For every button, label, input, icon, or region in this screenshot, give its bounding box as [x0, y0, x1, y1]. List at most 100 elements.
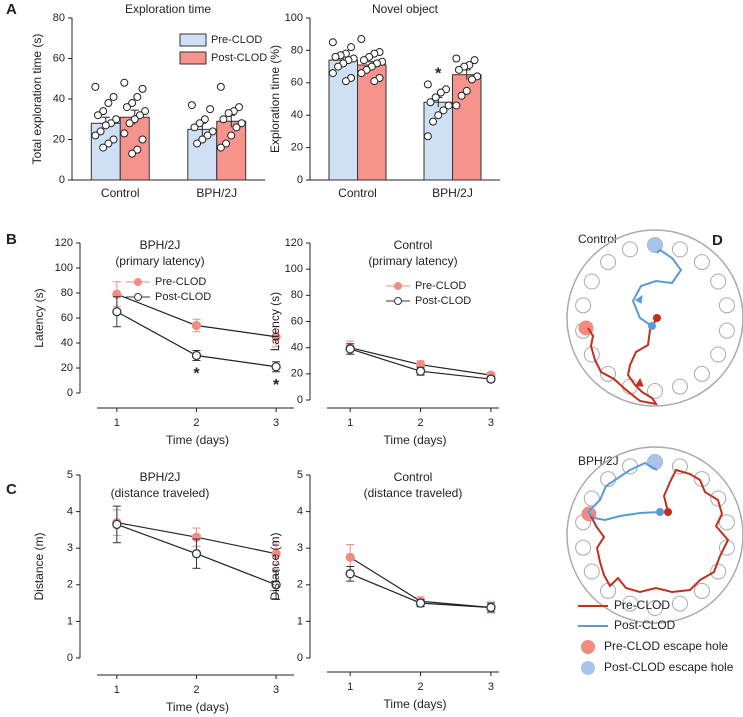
chart-subtitle: (distance traveled)	[364, 486, 463, 500]
panel-letter: A	[6, 1, 17, 18]
data-point	[423, 132, 432, 141]
y-tick-label: 80	[291, 44, 303, 56]
hole	[647, 600, 663, 616]
marker	[486, 374, 496, 384]
legend-label: Post-CLOD	[211, 52, 267, 64]
x-tick-label: 2	[417, 417, 423, 429]
legend-dot	[581, 661, 595, 675]
y-tick-label: 40	[53, 93, 65, 105]
y-tick-label: 0	[297, 652, 303, 664]
marker	[191, 320, 202, 331]
x-tick-label: Control	[101, 186, 140, 200]
y-tick-label: 5	[297, 469, 303, 481]
arrow	[635, 294, 643, 304]
x-tick-label: 2	[193, 684, 199, 696]
hole	[600, 582, 617, 599]
y-tick-label: 3	[67, 542, 73, 554]
post-escape-hole	[647, 454, 663, 470]
y-tick-label: 0	[297, 394, 303, 406]
y-tick-label: 60	[291, 315, 303, 327]
hole	[647, 383, 663, 399]
hole	[710, 346, 727, 363]
legend-label: Pre-CLOD	[415, 280, 466, 292]
x-tick-label: 3	[488, 417, 494, 429]
x-tick-label: 1	[347, 681, 353, 693]
hole	[575, 297, 592, 314]
legend-marker	[134, 293, 142, 301]
y-tick-label: 80	[53, 12, 65, 24]
annotation: *	[273, 377, 280, 394]
data-point	[195, 119, 204, 128]
hole	[693, 365, 710, 382]
pre-trail	[589, 468, 730, 594]
marker	[345, 344, 355, 354]
y-tick-label: 0	[297, 174, 303, 186]
hole	[671, 241, 688, 258]
y-tick-label: 0	[59, 174, 65, 186]
data-point	[436, 88, 445, 97]
y-tick-label: 80	[61, 287, 73, 299]
data-point	[467, 75, 476, 84]
data-point	[120, 129, 129, 138]
data-point	[470, 56, 479, 65]
y-axis-label: Distance (m)	[32, 532, 46, 600]
legend-label: Post-CLOD	[415, 295, 471, 307]
marker	[415, 598, 426, 608]
hole	[671, 595, 688, 612]
panel-letter: C	[6, 481, 17, 498]
marker	[191, 350, 202, 361]
chart-title: Control	[394, 470, 433, 484]
data-point	[122, 103, 131, 112]
y-axis-label: Total exploration time (s)	[30, 34, 44, 165]
marker	[415, 366, 426, 376]
x-axis-label: Time (days)	[384, 697, 447, 711]
data-point	[200, 115, 209, 124]
legend-label: Post-CLOD	[155, 291, 211, 303]
y-tick-label: 40	[61, 337, 73, 349]
data-point	[208, 127, 217, 136]
data-point	[454, 65, 463, 74]
y-tick-label: 20	[61, 362, 73, 374]
hole	[693, 582, 710, 599]
arrow	[635, 377, 644, 387]
data-point	[426, 98, 435, 107]
y-tick-label: 40	[291, 342, 303, 354]
panel-letter: D	[712, 232, 723, 249]
y-tick-label: 100	[55, 262, 73, 274]
data-point	[130, 115, 139, 124]
maze	[566, 446, 743, 624]
data-point	[452, 54, 461, 63]
legend-label: Pre-CLOD	[614, 598, 670, 612]
data-point	[128, 99, 137, 108]
y-tick-label: 100	[285, 263, 303, 275]
data-point	[224, 109, 233, 118]
x-tick-label: Control	[338, 186, 377, 200]
data-point	[328, 38, 337, 47]
y-tick-label: 120	[285, 237, 303, 249]
y-tick-label: 4	[297, 506, 303, 518]
x-tick-label: 1	[347, 417, 353, 429]
y-axis-label: Exploration time (%)	[268, 45, 282, 153]
holes	[575, 237, 735, 616]
hole	[622, 595, 639, 612]
annotation: *	[193, 366, 200, 383]
data-point	[93, 111, 102, 120]
data-point	[190, 123, 199, 132]
hole	[710, 490, 727, 507]
y-tick-label: 20	[53, 133, 65, 145]
chart-subtitle: (distance traveled)	[111, 486, 210, 500]
legend-dot	[581, 640, 595, 654]
y-tick-label: 2	[67, 579, 73, 591]
y-tick-label: 3	[297, 542, 303, 554]
maze-label: Control	[578, 232, 617, 246]
data-point	[138, 84, 147, 93]
hole	[600, 254, 617, 271]
hole	[671, 378, 688, 395]
hole	[718, 514, 735, 531]
chart-title: Exploration time	[125, 2, 211, 16]
chart-title: Control	[394, 238, 433, 252]
data-point	[104, 99, 113, 108]
data-point	[423, 80, 432, 89]
y-tick-label: 1	[297, 615, 303, 627]
hole	[583, 490, 600, 507]
